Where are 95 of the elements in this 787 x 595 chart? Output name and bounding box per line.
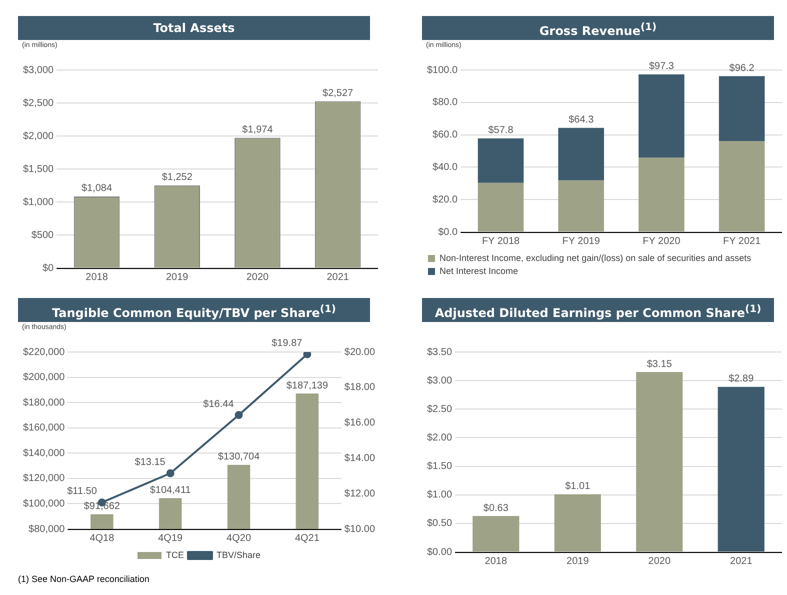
bar — [472, 516, 520, 552]
x-tick-label: 4Q19 — [158, 532, 184, 544]
x-tick-label: 4Q20 — [226, 532, 252, 544]
x-tick-label: FY 2018 — [482, 236, 520, 247]
y-tick-label: $20.0 — [432, 194, 458, 206]
x-tick-label: 2020 — [648, 556, 671, 567]
data-label: $2,527 — [322, 88, 354, 99]
y-tick-label: $220,000 — [22, 346, 66, 358]
y-tick-label: $500 — [31, 230, 54, 241]
y-tick-label: $1.00 — [426, 490, 452, 501]
x-tick-label: FY 2019 — [562, 236, 600, 247]
y-tick-label: $3,000 — [22, 64, 54, 76]
point — [303, 352, 312, 358]
bar — [558, 180, 604, 232]
y-tick-label: $120,000 — [22, 473, 66, 484]
y-tick-label: $3.50 — [426, 346, 452, 358]
y-tick-label: $2.50 — [426, 404, 452, 415]
data-label: $187,139 — [286, 380, 328, 392]
y-tick-label: $0.00 — [426, 546, 452, 558]
chart-title: Adjusted Diluted Earnings per Common Share$^{(1)}$ — [422, 298, 774, 322]
y-tick-label: $0.50 — [426, 518, 452, 530]
bar — [718, 76, 765, 141]
y-tick-label: $180,000 — [22, 397, 66, 408]
data-label: $1.01 — [565, 481, 591, 492]
y2-tick-label: $12.00 — [344, 488, 376, 500]
y-tick-label: $140,000 — [22, 448, 66, 459]
chart-title: Gross Revenue$^{(1)}$ — [422, 16, 774, 40]
y2-tick-label: $16.00 — [344, 418, 376, 429]
y-tick-label: $80.0 — [432, 97, 458, 108]
data-label: $1,252 — [162, 172, 193, 184]
point — [166, 469, 174, 478]
bar — [638, 74, 684, 158]
y-tick-label: $160,000 — [22, 422, 66, 434]
x-tick-label: 4Q21 — [294, 532, 320, 544]
x-tick-label: 2019 — [166, 272, 189, 283]
data-label: $16.44 — [203, 398, 234, 410]
data-label: $1,974 — [242, 124, 274, 136]
legend-label: Non-Interest Income, excluding net gain/(loss) on sale of securities and assets — [440, 252, 752, 263]
y-tick-label: $60.0 — [432, 130, 458, 141]
total-label: $97.3 — [648, 61, 674, 72]
total-label: $96.2 — [729, 62, 755, 74]
y2-tick-label: $10.00 — [344, 524, 376, 535]
x-tick-label: 2018 — [484, 556, 508, 567]
x-tick-label: FY 2020 — [642, 236, 681, 247]
x-tick-label: 2018 — [86, 272, 108, 283]
x-tick-label: 4Q18 — [90, 532, 115, 544]
data-label: $11.50 — [67, 486, 98, 498]
bar — [554, 494, 601, 552]
data-label: $91,662 — [84, 501, 120, 512]
chart-title: Total Assets — [18, 16, 370, 40]
data-label: $19.87 — [272, 338, 303, 350]
y-tick-label: $3.00 — [426, 375, 452, 386]
y-tick-label: $1,000 — [22, 196, 54, 208]
bar — [636, 372, 683, 552]
data-label: $13.15 — [134, 456, 166, 468]
y2-tick-label: $18.00 — [344, 382, 376, 394]
data-label: $2.89 — [728, 374, 754, 385]
data-label: $1,084 — [81, 183, 112, 194]
text: (1) See Non-GAAP reconciliation — [17, 574, 150, 584]
chart-title: Tangible Common Equity/TBV per Share$^{(1)}$ — [18, 298, 370, 322]
total-label: $64.3 — [568, 114, 594, 126]
y-tick-label: $2.00 — [426, 432, 452, 444]
bar — [718, 140, 765, 232]
y-tick-label: $1,500 — [22, 164, 54, 175]
data-label: $0.63 — [483, 502, 509, 514]
x-tick-label: 2019 — [566, 556, 590, 567]
legend-label: TBV/Share — [216, 550, 261, 560]
total-label: $57.8 — [488, 125, 514, 136]
y-tick-label: $80,000 — [28, 524, 66, 535]
x-tick-label: 2021 — [326, 272, 350, 283]
bar — [478, 182, 524, 232]
legend-label: Net Interest Income — [440, 266, 518, 276]
y-tick-label: $40.0 — [432, 162, 458, 173]
data-label: $104,411 — [150, 484, 192, 496]
y-tick-label: $0 — [42, 262, 54, 274]
bar — [638, 158, 684, 232]
y-tick-label: $2,500 — [22, 98, 54, 109]
y2-tick-label: $20.00 — [344, 346, 376, 358]
y-tick-label: $200,000 — [22, 372, 66, 384]
x-tick-label: 2020 — [246, 272, 270, 283]
bar — [558, 128, 604, 180]
bar — [478, 138, 524, 183]
y-tick-label: $100,000 — [22, 498, 66, 510]
y-tick-label: $2,000 — [22, 130, 54, 142]
data-label: $3.15 — [646, 358, 672, 370]
y-tick-label: $100.0 — [426, 64, 458, 76]
y2-tick-label: $14.00 — [344, 452, 376, 464]
y-tick-label: $1.50 — [426, 461, 452, 472]
bar — [718, 386, 764, 552]
x-tick-label: 2021 — [730, 556, 753, 567]
x-tick-label: FY 2021 — [723, 236, 762, 247]
data-label: $130,704 — [218, 452, 260, 463]
y-tick-label: $0.0 — [438, 226, 458, 238]
point — [234, 411, 243, 420]
legend-label: TCE — [166, 550, 184, 560]
